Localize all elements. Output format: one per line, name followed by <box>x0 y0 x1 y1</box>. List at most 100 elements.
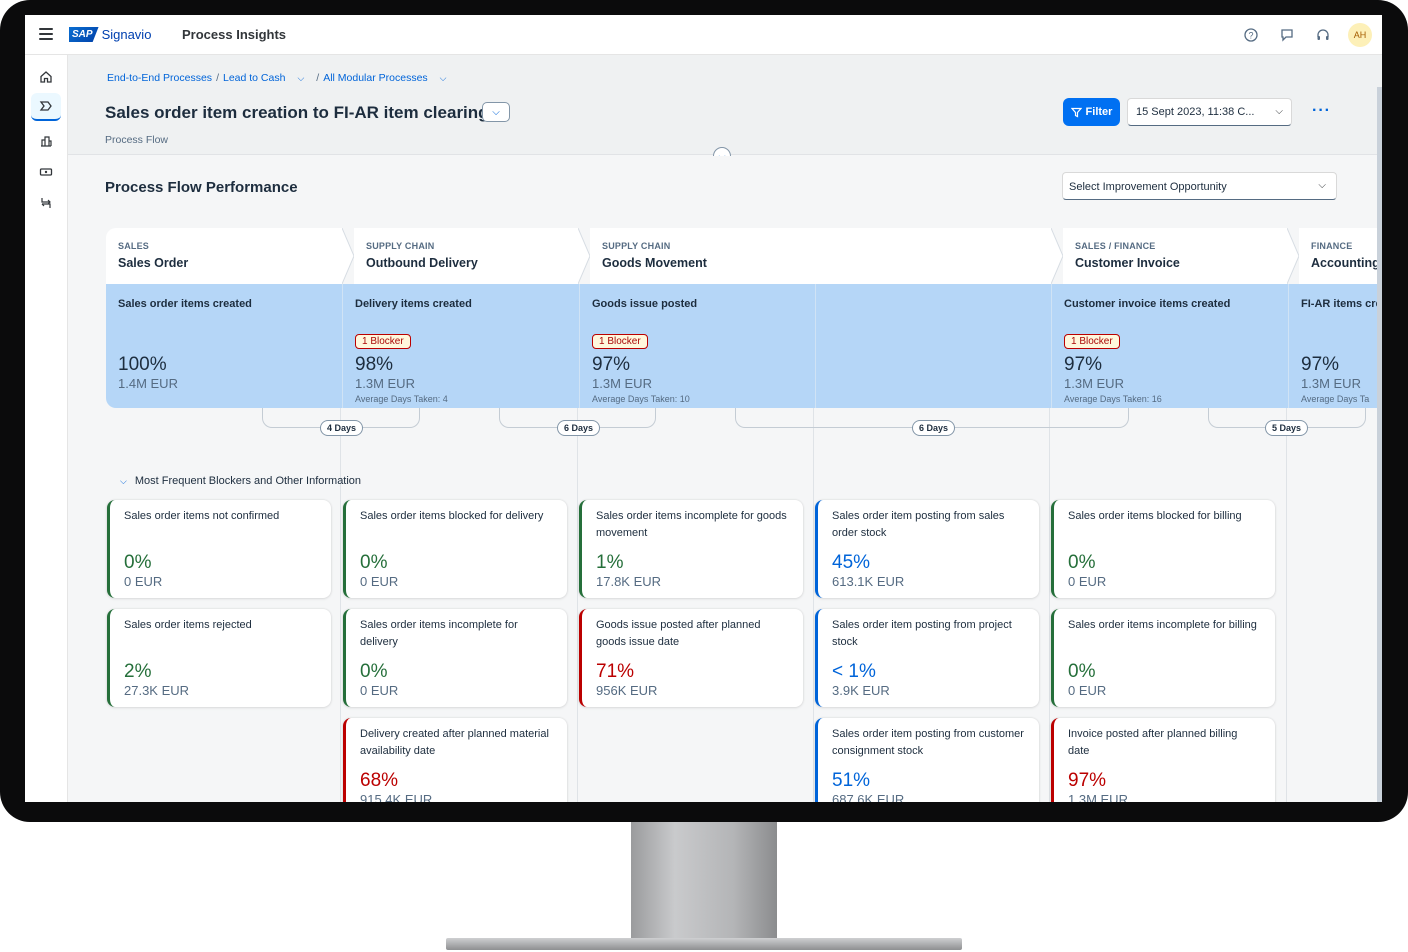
card-label: Delivery created after planned material … <box>360 728 549 757</box>
chevron-down-icon[interactable]: ⌵ <box>439 72 447 83</box>
menu-icon[interactable] <box>39 28 53 40</box>
card-amount: 0 EUR <box>1068 683 1107 698</box>
kpi-amount: 1.4M EUR <box>118 376 178 391</box>
blocker-card[interactable]: Sales order items incomplete for deliver… <box>343 609 567 707</box>
sap-signavio-logo[interactable]: SAP Signavio <box>69 27 151 42</box>
title-dropdown-button[interactable]: ⌵ <box>482 102 510 122</box>
home-icon[interactable] <box>31 63 61 91</box>
blocker-card[interactable]: Sales order items incomplete for billing… <box>1051 609 1275 707</box>
avatar[interactable]: AH <box>1348 23 1372 47</box>
chevron-down-icon[interactable]: ⌵ <box>297 72 305 83</box>
card-amount: 687.6K EUR <box>832 792 905 802</box>
more-options-icon[interactable]: ··· <box>1312 102 1331 119</box>
improvement-opportunity-select[interactable]: Select Improvement Opportunity ⌵ <box>1062 172 1337 200</box>
vertical-scrollbar[interactable] <box>1377 87 1382 802</box>
card-value: 97% <box>1068 770 1107 791</box>
transfer-icon[interactable] <box>31 189 61 217</box>
blocker-badge[interactable]: 1 Blocker <box>355 334 411 349</box>
blocker-card[interactable]: Sales order items blocked for billing 0%… <box>1051 500 1275 598</box>
stage-category: SALES / FINANCE <box>1075 241 1156 251</box>
kpi-tile[interactable]: Goods issue posted 1 Blocker 97% 1.3M EU… <box>579 284 815 408</box>
kpi-percentage: 97% <box>592 354 631 375</box>
blocker-card[interactable]: Invoice posted after planned billing dat… <box>1051 718 1275 802</box>
card-amount: 956K EUR <box>596 683 658 698</box>
card-amount: 915.4K EUR <box>360 792 433 802</box>
kpi-tile[interactable]: FI-AR items cre 97% 1.3M EUR Average Day… <box>1288 284 1382 408</box>
breadcrumb-separator: / <box>216 72 219 84</box>
filter-button[interactable]: Filter <box>1063 98 1120 126</box>
breadcrumb-link[interactable]: Lead to Cash <box>222 72 286 84</box>
card-label: Sales order items incomplete for goods m… <box>596 510 787 539</box>
blocker-badge[interactable]: 1 Blocker <box>1064 334 1120 349</box>
breadcrumb-separator: / <box>316 72 320 84</box>
card-value: < 1% <box>832 661 876 682</box>
breadcrumb-link[interactable]: All Modular Processes <box>323 72 428 84</box>
help-icon[interactable]: ? <box>1240 24 1262 46</box>
card-label: Invoice posted after planned billing dat… <box>1068 728 1238 757</box>
info-card[interactable]: Sales order item posting from customer c… <box>815 718 1039 802</box>
duration-badge[interactable]: 6 Days <box>912 420 956 436</box>
kpi-average-days: Average Days Ta <box>1301 394 1370 404</box>
blocker-card[interactable]: Goods issue posted after planned goods i… <box>579 609 803 707</box>
support-icon[interactable] <box>1312 24 1334 46</box>
stage-header: SALES / FINANCE Customer Invoice <box>1063 228 1287 284</box>
blockers-toggle[interactable]: ⌵ Most Frequent Blockers and Other Infor… <box>120 475 361 487</box>
stage-category: SALES <box>118 241 150 251</box>
blockers-toggle-label: Most Frequent Blockers and Other Informa… <box>134 475 362 487</box>
app-title: Process Insights <box>182 27 287 42</box>
chevron-down-icon: ⌵ <box>492 106 500 118</box>
improvement-select-placeholder: Select Improvement Opportunity <box>1069 181 1227 193</box>
blocker-card[interactable]: Delivery created after planned material … <box>343 718 567 802</box>
card-label: Sales order items blocked for billing <box>1068 510 1242 522</box>
card-label: Sales order item posting from customer c… <box>832 728 1024 757</box>
card-label: Sales order items incomplete for billing <box>1068 619 1257 631</box>
card-value: 71% <box>596 661 635 682</box>
kpi-average-days: Average Days Taken: 10 <box>592 394 690 404</box>
blocker-card[interactable]: Sales order items blocked for delivery 0… <box>343 500 567 598</box>
card-value: 0% <box>1068 552 1096 573</box>
blocker-badge[interactable]: 1 Blocker <box>592 334 648 349</box>
card-amount: 0 EUR <box>360 683 399 698</box>
blocker-card[interactable]: Sales order items incomplete for goods m… <box>579 500 803 598</box>
page-header: End-to-End Processes / Lead to Cash ⌵ / … <box>68 55 1382 155</box>
main-content: Process Flow Performance Select Improvem… <box>68 156 1382 802</box>
kpi-percentage: 100% <box>118 354 167 375</box>
blocker-card[interactable]: Sales order items not confirmed 0% 0 EUR <box>107 500 331 598</box>
chevron-down-icon: ⌵ <box>719 151 726 162</box>
column-divider <box>340 408 341 802</box>
card-amount: 613.1K EUR <box>832 574 905 589</box>
monitor-stand-neck <box>631 822 777 940</box>
card-value: 0% <box>124 552 152 573</box>
stage-header: SUPPLY CHAIN Goods Movement <box>590 228 1051 284</box>
kpi-amount: 1.3M EUR <box>1064 376 1124 391</box>
stage-name: Outbound Delivery <box>366 256 478 270</box>
kpi-tile[interactable]: Customer invoice items created 1 Blocker… <box>1051 284 1288 408</box>
info-card[interactable]: Sales order item posting from project st… <box>815 609 1039 707</box>
kpi-average-days: Average Days Taken: 16 <box>1064 394 1162 404</box>
card-label: Sales order items rejected <box>124 619 252 631</box>
feedback-icon[interactable] <box>1276 24 1298 46</box>
organization-icon[interactable] <box>31 127 61 155</box>
page-title: Sales order item creation to FI-AR item … <box>105 103 489 122</box>
tickets-icon[interactable] <box>31 158 61 186</box>
card-amount: 17.8K EUR <box>596 574 662 589</box>
page-subtitle: Process Flow <box>105 134 169 146</box>
duration-badge[interactable]: 6 Days <box>557 420 601 436</box>
stage-category: SUPPLY CHAIN <box>602 241 671 251</box>
chevron-down-icon: ⌵ <box>1318 180 1326 191</box>
info-card[interactable]: Sales order item posting from sales orde… <box>815 500 1039 598</box>
svg-text:?: ? <box>1248 31 1253 41</box>
shell-actions: ? AH <box>1240 23 1372 47</box>
blocker-card[interactable]: Sales order items rejected 2% 27.3K EUR <box>107 609 331 707</box>
date-select[interactable]: 15 Sept 2023, 11:38 C... ⌵ <box>1127 98 1292 126</box>
process-flow-icon[interactable] <box>31 93 61 121</box>
duration-badge[interactable]: 4 Days <box>320 420 364 436</box>
kpi-tile[interactable]: Sales order items created 100% 1.4M EUR <box>106 284 342 408</box>
duration-badge[interactable]: 5 Days <box>1265 420 1309 436</box>
card-amount: 0 EUR <box>360 574 399 589</box>
breadcrumb-link[interactable]: End-to-End Processes <box>107 72 213 84</box>
stage-category: SUPPLY CHAIN <box>366 241 435 251</box>
kpi-tile[interactable]: Delivery items created 1 Blocker 98% 1.3… <box>342 284 579 408</box>
kpi-label: Delivery items created <box>355 298 472 310</box>
card-label: Sales order items incomplete for deliver… <box>360 619 518 648</box>
